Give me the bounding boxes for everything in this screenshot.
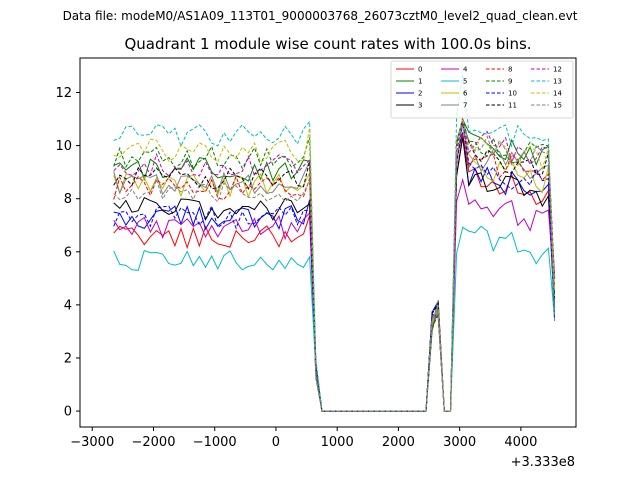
series-line-3 (113, 137, 556, 412)
y-tick-label: 6 (64, 245, 72, 260)
x-tick-label: 2000 (382, 435, 415, 450)
legend-label-6: 6 (463, 90, 468, 98)
x-offset-label: +3.333e8 (511, 455, 575, 470)
legend-frame (390, 60, 574, 119)
x-tick-label: −2000 (131, 435, 175, 450)
x-tick-label: 4000 (504, 435, 537, 450)
series-line-15 (113, 122, 556, 412)
y-tick-label: 4 (64, 298, 72, 313)
legend-label-0: 0 (418, 66, 422, 74)
x-tick-label: 1000 (321, 435, 354, 450)
y-axis: 0 2 4 6 8 10 12 (55, 86, 80, 420)
y-tick-label: 8 (64, 192, 72, 207)
legend-label-13: 13 (553, 78, 562, 86)
legend-label-10: 10 (508, 90, 517, 98)
legend-label-15: 15 (553, 102, 562, 110)
series-line-11 (113, 119, 556, 412)
y-tick-label: 2 (64, 351, 72, 366)
series-line-5 (113, 225, 556, 412)
legend-label-14: 14 (553, 90, 562, 98)
series-line-9 (113, 120, 556, 412)
legend-label-3: 3 (418, 102, 422, 110)
series-line-12 (113, 116, 556, 412)
series-line-8 (113, 133, 556, 412)
x-axis: −3000 −2000 −1000 0 1000 2000 3000 4000 (70, 427, 537, 450)
series-line-1 (113, 117, 556, 412)
legend-label-8: 8 (508, 66, 512, 74)
legend-label-4: 4 (463, 66, 468, 74)
legend-label-7: 7 (463, 102, 467, 110)
x-tick-label: −3000 (70, 435, 114, 450)
chart-title: Quadrant 1 module wise count rates with … (124, 35, 531, 53)
series-line-4 (113, 177, 556, 412)
series-line-10 (113, 122, 556, 412)
legend-label-5: 5 (463, 78, 467, 86)
y-tick-label: 10 (55, 139, 72, 154)
chart-suptitle: Data file: modeM0/AS1A09_113T01_90000037… (63, 9, 578, 23)
plot-frame (79, 57, 577, 428)
series-line-2 (113, 132, 556, 412)
series-line-6 (113, 123, 556, 412)
legend-label-9: 9 (508, 78, 512, 86)
series-lines (113, 74, 556, 412)
legend-label-2: 2 (418, 90, 422, 98)
x-tick-label: −1000 (193, 435, 237, 450)
series-line-0 (113, 135, 556, 412)
legend-label-1: 1 (418, 78, 422, 86)
series-line-14 (113, 118, 556, 412)
y-tick-label: 0 (64, 405, 72, 420)
x-tick-label: 3000 (443, 435, 476, 450)
x-tick-label: 0 (272, 435, 280, 450)
legend-label-11: 11 (508, 102, 517, 110)
series-line-13 (113, 74, 556, 412)
legend-label-12: 12 (553, 66, 562, 74)
y-tick-label: 12 (55, 86, 72, 101)
